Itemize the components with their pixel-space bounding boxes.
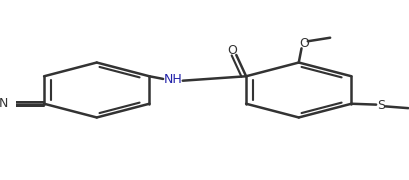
Text: N: N [0, 97, 8, 110]
Text: NH: NH [163, 73, 182, 86]
Text: O: O [299, 37, 309, 50]
Text: S: S [376, 99, 384, 112]
Text: O: O [227, 44, 237, 57]
